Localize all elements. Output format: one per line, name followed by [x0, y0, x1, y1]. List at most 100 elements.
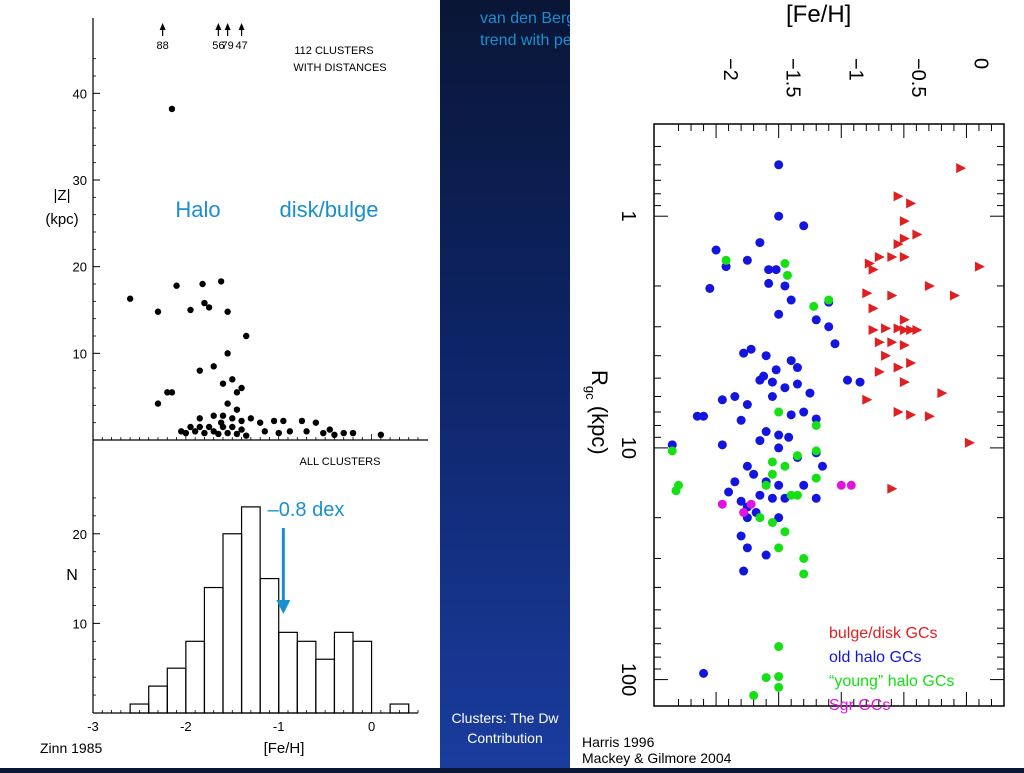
bulge-disk-gc-marker	[974, 261, 985, 272]
bulge-disk-gc-marker	[899, 340, 910, 351]
young-halo-gc-marker	[811, 473, 821, 483]
hist-x-tick-label: 0	[368, 719, 375, 734]
young-halo-gc-marker	[721, 255, 731, 265]
hist-x-tick-label: -3	[87, 719, 99, 734]
zinn-scatter-point	[275, 429, 282, 437]
zinn-scatter-point	[205, 304, 213, 311]
hist-y-tick-label: 20	[73, 527, 87, 542]
young-halo-gc-marker	[774, 682, 784, 692]
old-halo-gc-marker	[761, 550, 771, 560]
old-halo-gc-marker	[767, 377, 777, 387]
young-halo-gc-marker	[780, 527, 790, 537]
young-halo-gc-marker	[792, 490, 802, 500]
offscale-arrow-head	[159, 23, 166, 30]
zinn-scatter-point	[154, 308, 162, 315]
zinn-scatter-point	[377, 431, 385, 438]
young-halo-gc-marker	[782, 270, 792, 280]
old-halo-gc-marker	[699, 668, 709, 678]
bulge-disk-gc-marker	[887, 337, 898, 348]
zinn-scatter-point	[229, 376, 236, 383]
zinn-scatter-point	[187, 423, 194, 431]
old-halo-gc-marker	[786, 356, 796, 366]
zinn-scatter-point	[270, 417, 278, 425]
bulge-disk-gc-marker	[874, 337, 885, 348]
old-halo-gc-marker	[746, 344, 756, 354]
old-halo-gc-marker	[811, 414, 821, 424]
old-halo-gc-marker	[771, 265, 781, 275]
zinn-scatter-point	[233, 389, 241, 396]
old-halo-gc-marker	[717, 440, 727, 450]
young-halo-gc-marker	[774, 642, 784, 652]
dex-arrow-head	[276, 600, 291, 614]
zinn-scatter-point	[154, 400, 162, 407]
zinn-scatter-point	[229, 423, 236, 431]
offscale-arrow-label: 79	[222, 40, 234, 52]
right-credit-2: Mackey & Gilmore 2004	[582, 750, 732, 766]
top-header-line2: WITH DISTANCES	[293, 62, 386, 74]
old-halo-gc-marker	[767, 493, 777, 503]
right-x-tick-label: −1	[844, 58, 866, 81]
zinn-scatter-point	[243, 332, 250, 340]
old-halo-gc-marker	[843, 375, 853, 385]
old-halo-gc-marker	[717, 395, 727, 405]
young-halo-gc-marker	[774, 407, 784, 417]
zinn-scatter-point	[280, 417, 287, 425]
zinn-scatter-point	[210, 428, 217, 435]
old-halo-gc-marker	[761, 427, 771, 437]
old-halo-gc-marker	[855, 377, 865, 387]
right-x-tick-label: 0	[969, 58, 991, 69]
zinn-scatter-point	[233, 430, 241, 438]
old-halo-gc-marker	[736, 531, 746, 541]
old-halo-gc-marker	[780, 383, 790, 393]
old-halo-gc-marker	[724, 487, 734, 497]
zinn-scatter-point	[224, 429, 231, 437]
bulge-disk-gc-marker	[899, 377, 910, 388]
old-halo-gc-marker	[767, 391, 777, 401]
left-credit: Zinn 1985	[40, 740, 103, 756]
old-halo-gc-marker	[742, 543, 752, 553]
zinn-scatter-point	[303, 428, 310, 435]
histogram-bar	[296, 640, 317, 714]
sgr-gc-marker	[717, 499, 727, 509]
histogram-bar	[203, 586, 224, 714]
offscale-arrow-head	[215, 23, 222, 30]
bulge-disk-gc-marker	[868, 325, 879, 336]
old-halo-gc-marker	[771, 365, 781, 375]
old-halo-gc-marker	[755, 490, 765, 500]
old-halo-gc-marker	[799, 407, 809, 417]
bulge-disk-gc-marker	[893, 362, 904, 373]
top-y-tick-label: 20	[73, 260, 87, 275]
zinn-scatter-point	[349, 429, 357, 437]
zinn-scatter-point	[196, 367, 203, 374]
old-halo-gc-marker	[817, 461, 827, 471]
right-y-label: Rgc (kpc)	[583, 370, 612, 455]
right-x-label: [Fe/H]	[786, 1, 851, 28]
hist-y-label: N	[66, 567, 78, 584]
hist-x-tick-label: -2	[180, 719, 192, 734]
old-halo-gc-marker	[786, 295, 796, 305]
bulge-disk-gc-marker	[924, 411, 935, 422]
young-halo-gc-marker	[780, 258, 790, 268]
bulge-disk-gc-marker	[893, 407, 904, 418]
zinn-scatter-point	[326, 426, 333, 433]
old-halo-gc-marker	[742, 255, 752, 265]
zinn-scatter-point	[247, 415, 255, 422]
zinn-scatter-point	[286, 428, 294, 435]
old-halo-gc-marker	[705, 283, 715, 293]
zinn-scatter-point	[191, 428, 199, 435]
histogram-bar	[148, 685, 168, 714]
bulge-disk-gc-marker	[862, 288, 873, 299]
histogram-bar	[166, 667, 187, 714]
old-halo-gc-marker	[786, 410, 796, 420]
old-halo-gc-marker	[742, 400, 752, 410]
old-halo-gc-marker	[739, 566, 749, 576]
zinn-scatter-point	[224, 350, 231, 357]
bulge-disk-gc-marker	[893, 239, 904, 250]
zinn-scatter-point	[199, 280, 206, 288]
bulge-disk-gc-marker	[906, 325, 917, 336]
young-halo-gc-marker	[811, 446, 821, 456]
hist-x-label: [Fe/H]	[264, 740, 305, 757]
offscale-arrow-label: 56	[212, 40, 224, 52]
zinn-scatter-point	[219, 412, 227, 419]
legend-young-halo: “young” halo GCs	[829, 673, 954, 690]
